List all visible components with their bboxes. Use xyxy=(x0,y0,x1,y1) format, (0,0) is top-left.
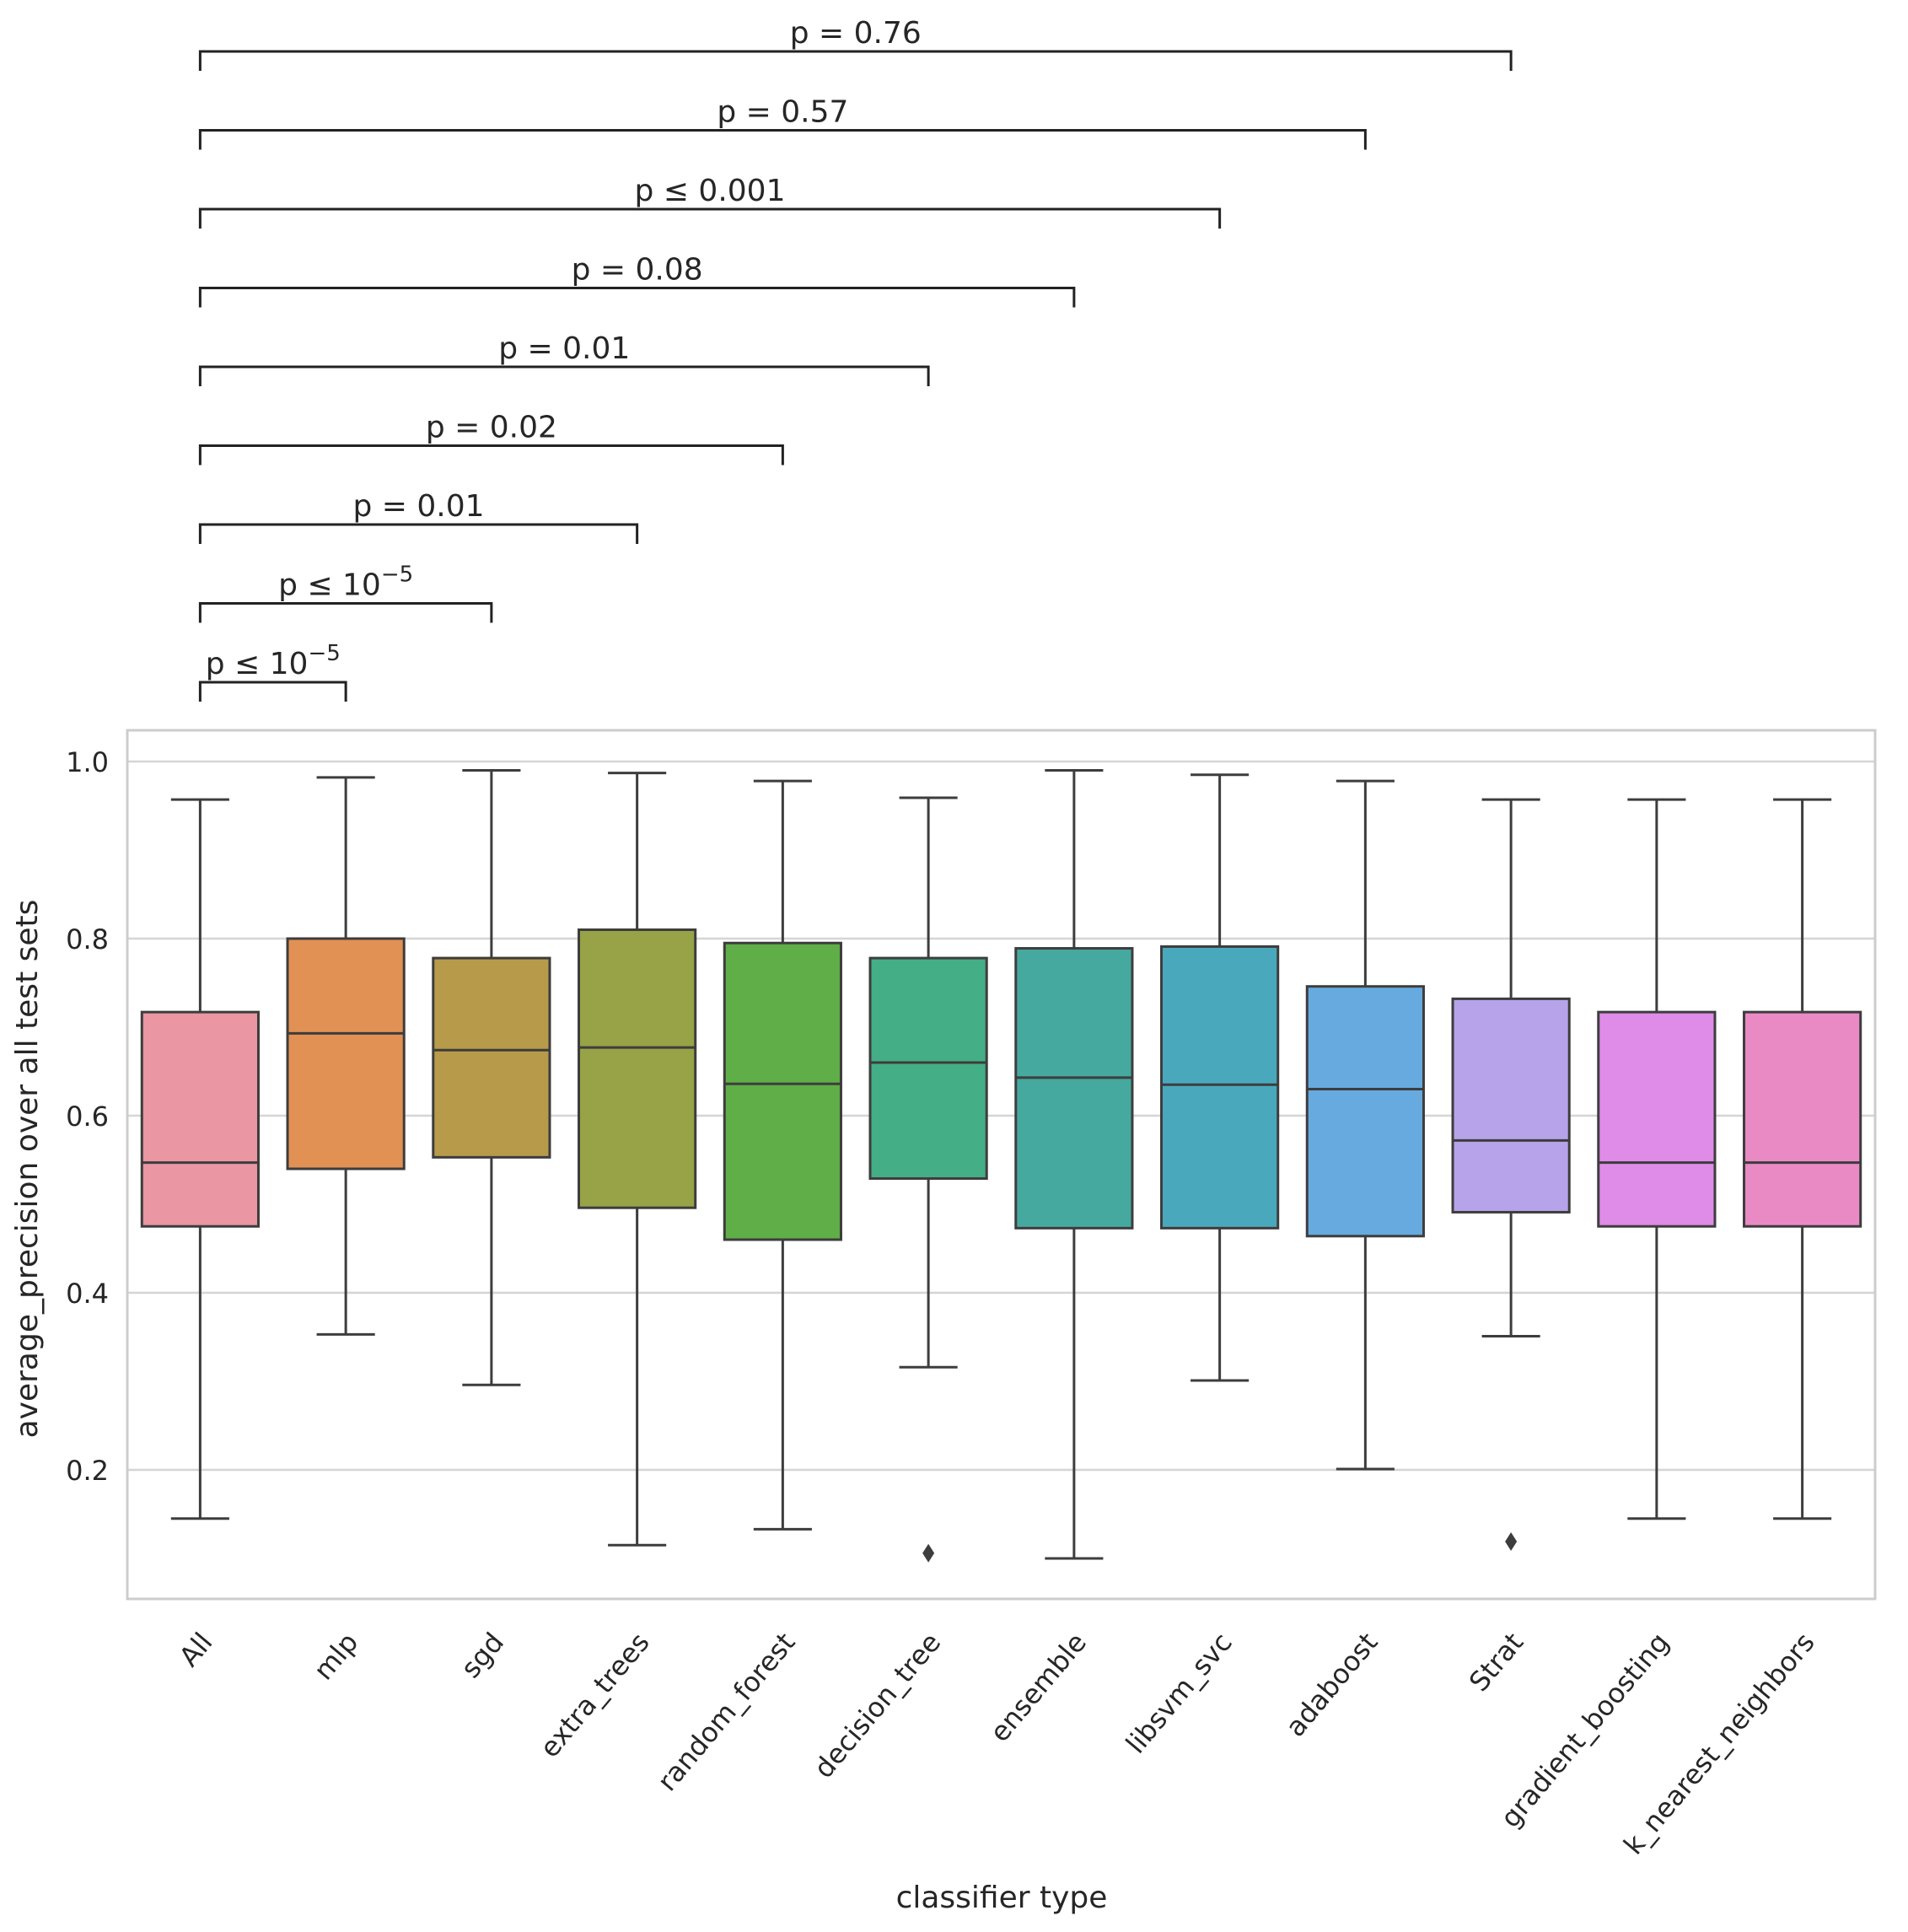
bracket-line xyxy=(198,50,1513,71)
bracket-sgd: p ≤ 10−5 xyxy=(198,562,493,623)
y-tick-label: 0.2 xyxy=(66,1455,109,1487)
bracket-line xyxy=(198,365,930,386)
x-tick-label: decision_tree xyxy=(808,1627,948,1784)
box-decision_tree xyxy=(868,796,988,1563)
box-sgd xyxy=(432,769,551,1386)
box-mlp xyxy=(286,776,406,1336)
box-body xyxy=(1305,985,1425,1238)
bracket-line xyxy=(198,287,1076,308)
box-series xyxy=(140,769,1862,1563)
y-tick-label: 0.4 xyxy=(66,1278,109,1310)
p-value-label: p = 0.01 xyxy=(352,489,484,524)
bracket-mlp: p ≤ 10−5 xyxy=(198,641,347,702)
bracket-decision_tree: p = 0.01 xyxy=(198,331,930,386)
box-body xyxy=(723,941,842,1241)
x-tick-label: Strat xyxy=(1463,1627,1529,1698)
box-libsvm_svc xyxy=(1160,773,1280,1382)
box-Strat xyxy=(1451,798,1571,1552)
box-body xyxy=(1743,1010,1862,1228)
p-value-label: p = 0.57 xyxy=(717,95,848,130)
box-All xyxy=(140,798,260,1520)
bracket-Strat: p = 0.76 xyxy=(198,16,1513,71)
box-adaboost xyxy=(1305,779,1425,1471)
significance-brackets: p ≤ 10−5 p ≤ 10−5 p = 0.01 p = 0.02 p = 0.01… xyxy=(198,16,1513,702)
bracket-line xyxy=(198,523,639,544)
p-value-label: p ≤ 10−5 xyxy=(206,641,341,681)
box-k_nearest_neighbors xyxy=(1743,798,1862,1520)
box-random_forest xyxy=(723,779,842,1531)
x-tick-label: extra_trees xyxy=(534,1627,656,1764)
y-axis-ticks: 0.2 0.4 0.6 0.8 1.0 xyxy=(66,746,109,1487)
bracket-line xyxy=(198,681,347,702)
box-body xyxy=(578,928,697,1209)
y-axis-label: average_precision over all test sets xyxy=(10,900,45,1439)
bracket-line xyxy=(198,129,1367,150)
bracket-line xyxy=(198,207,1222,229)
box-extra_trees xyxy=(578,772,697,1547)
bracket-line xyxy=(198,602,493,623)
box-body xyxy=(286,937,406,1171)
x-axis-label: classifier type xyxy=(896,1881,1108,1915)
box-body xyxy=(1160,944,1280,1230)
outlier-point xyxy=(1505,1532,1518,1552)
x-tick-label: sgd xyxy=(454,1627,510,1684)
y-tick-label: 0.8 xyxy=(66,923,109,955)
p-value-label: p = 0.01 xyxy=(498,331,630,366)
y-tick-label: 0.6 xyxy=(66,1101,109,1133)
x-tick-label: All xyxy=(173,1627,219,1673)
box-ensemble xyxy=(1014,769,1134,1560)
bracket-adaboost: p = 0.57 xyxy=(198,95,1367,150)
outlier-point xyxy=(922,1543,935,1563)
p-value-label: p = 0.76 xyxy=(790,16,922,51)
x-tick-label: ensemble xyxy=(983,1627,1093,1748)
box-body xyxy=(140,1010,260,1228)
bracket-libsvm_svc: p ≤ 0.001 xyxy=(198,174,1222,229)
box-body xyxy=(1597,1010,1717,1228)
bracket-random_forest: p = 0.02 xyxy=(198,411,784,466)
bracket-ensemble: p = 0.08 xyxy=(198,253,1076,308)
y-tick-label: 1.0 xyxy=(66,746,109,778)
x-tick-label: libsvm_svc xyxy=(1120,1627,1239,1760)
x-tick-label: mlp xyxy=(307,1627,364,1687)
plot-area-frame xyxy=(126,729,1877,1601)
x-tick-label: adaboost xyxy=(1279,1627,1384,1743)
box-body xyxy=(1451,997,1571,1214)
bracket-extra_trees: p = 0.01 xyxy=(198,489,639,544)
box-body xyxy=(868,956,988,1181)
box-gradient_boosting xyxy=(1597,798,1717,1520)
bracket-line xyxy=(198,444,784,466)
p-value-label: p ≤ 0.001 xyxy=(635,174,786,208)
box-body xyxy=(1014,947,1134,1230)
grid-lines xyxy=(127,760,1875,1472)
x-tick-label: random_forest xyxy=(651,1627,801,1797)
box-body xyxy=(432,956,551,1159)
p-value-label: p = 0.02 xyxy=(426,411,557,445)
p-value-label: p = 0.08 xyxy=(572,253,703,288)
p-value-label: p ≤ 10−5 xyxy=(278,562,413,603)
